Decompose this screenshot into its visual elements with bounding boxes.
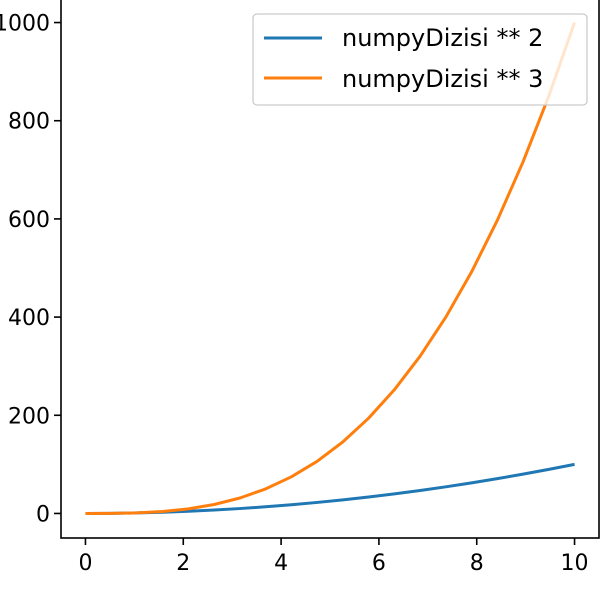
legend-label-series-1: numpyDizisi ** 2 bbox=[342, 24, 543, 52]
y-tick-label: 0 bbox=[36, 502, 50, 527]
y-tick-label: 1000 bbox=[0, 12, 50, 37]
series-line-2 bbox=[85, 22, 576, 515]
x-tick-label: 4 bbox=[274, 551, 288, 576]
x-tick-label: 6 bbox=[372, 551, 386, 576]
legend-box bbox=[252, 13, 588, 106]
series-layer bbox=[85, 22, 576, 515]
series-line-1 bbox=[85, 462, 575, 515]
plot-area bbox=[60, 0, 600, 539]
x-tick-label: 10 bbox=[561, 551, 589, 576]
legend: numpyDizisi ** 2 numpyDizisi ** 3 bbox=[252, 13, 588, 106]
y-tick-label: 800 bbox=[8, 110, 50, 135]
x-tick-label: 8 bbox=[470, 551, 484, 576]
x-tick-label: 0 bbox=[78, 551, 92, 576]
x-tick-label: 2 bbox=[176, 551, 190, 576]
x-axis: 0 2 4 6 8 10 bbox=[78, 538, 589, 576]
y-axis: 0 200 400 600 800 1000 bbox=[0, 12, 61, 527]
y-tick-label: 200 bbox=[8, 404, 50, 429]
y-tick-label: 400 bbox=[8, 306, 50, 331]
y-tick-label: 600 bbox=[8, 208, 50, 233]
legend-label-series-2: numpyDizisi ** 3 bbox=[342, 65, 543, 93]
axes-frame bbox=[60, 0, 600, 539]
